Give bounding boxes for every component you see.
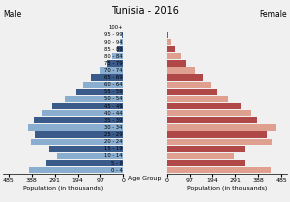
Bar [167,39,171,45]
Bar [167,46,175,52]
Bar [49,146,123,152]
Bar [31,139,123,145]
Bar [91,75,123,81]
Bar [167,160,244,166]
Bar [167,53,181,59]
Bar [57,153,123,159]
Bar [34,117,123,123]
Bar [35,132,123,138]
Bar [100,67,123,74]
X-axis label: Age Group: Age Group [128,177,162,182]
Text: Female: Female [260,10,287,19]
Text: Tunisia - 2016: Tunisia - 2016 [111,6,179,16]
Bar [76,89,123,95]
Bar [46,160,123,166]
Bar [117,46,123,52]
X-axis label: Population (in thousands): Population (in thousands) [187,186,267,191]
Bar [167,89,217,95]
Bar [107,60,123,66]
Bar [113,53,123,59]
Bar [167,110,251,116]
Bar [167,82,211,88]
Bar [29,167,123,173]
Bar [167,60,186,66]
Bar [167,132,267,138]
Bar [167,103,241,109]
Bar [167,167,271,173]
Bar [65,96,123,102]
Bar [52,103,123,109]
Text: Male: Male [3,10,21,19]
Bar [167,117,257,123]
Bar [167,96,228,102]
Bar [83,82,123,88]
Bar [167,32,168,38]
X-axis label: Population (in thousands): Population (in thousands) [23,186,103,191]
Bar [120,39,123,45]
Bar [42,110,123,116]
Bar [167,67,195,74]
Bar [28,124,123,130]
Bar [167,75,203,81]
Bar [167,153,234,159]
Bar [122,32,123,38]
Bar [167,146,244,152]
Bar [167,124,276,130]
Bar [167,139,273,145]
